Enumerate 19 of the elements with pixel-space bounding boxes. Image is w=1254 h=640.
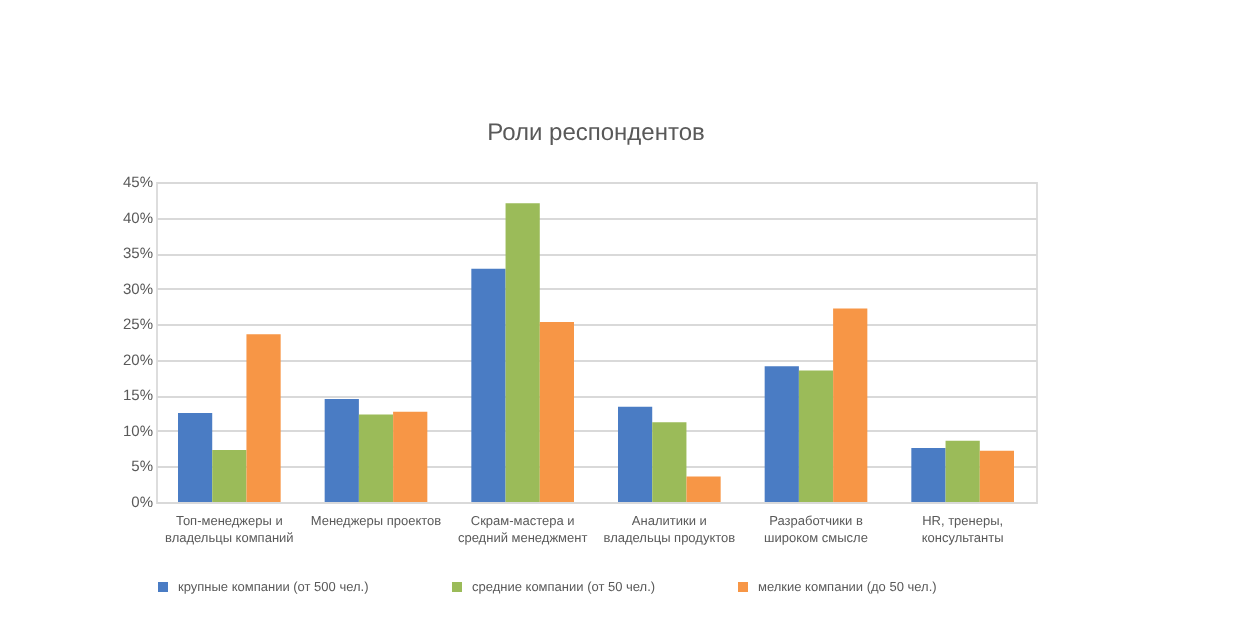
bar [945, 440, 980, 502]
bar [686, 476, 721, 502]
bar [618, 406, 653, 502]
bar [324, 398, 359, 502]
chart-title: Роли респондентов [487, 118, 705, 146]
bar [505, 203, 540, 502]
bar [764, 366, 799, 502]
bar [911, 447, 946, 502]
bar [471, 268, 506, 502]
bar [979, 450, 1014, 502]
bar [652, 422, 687, 502]
bar [798, 370, 834, 502]
bar [833, 308, 868, 502]
bar [393, 411, 428, 502]
bar [246, 334, 281, 502]
bar [539, 322, 574, 502]
bar [358, 414, 394, 502]
bar [178, 413, 213, 502]
bar [212, 450, 247, 502]
